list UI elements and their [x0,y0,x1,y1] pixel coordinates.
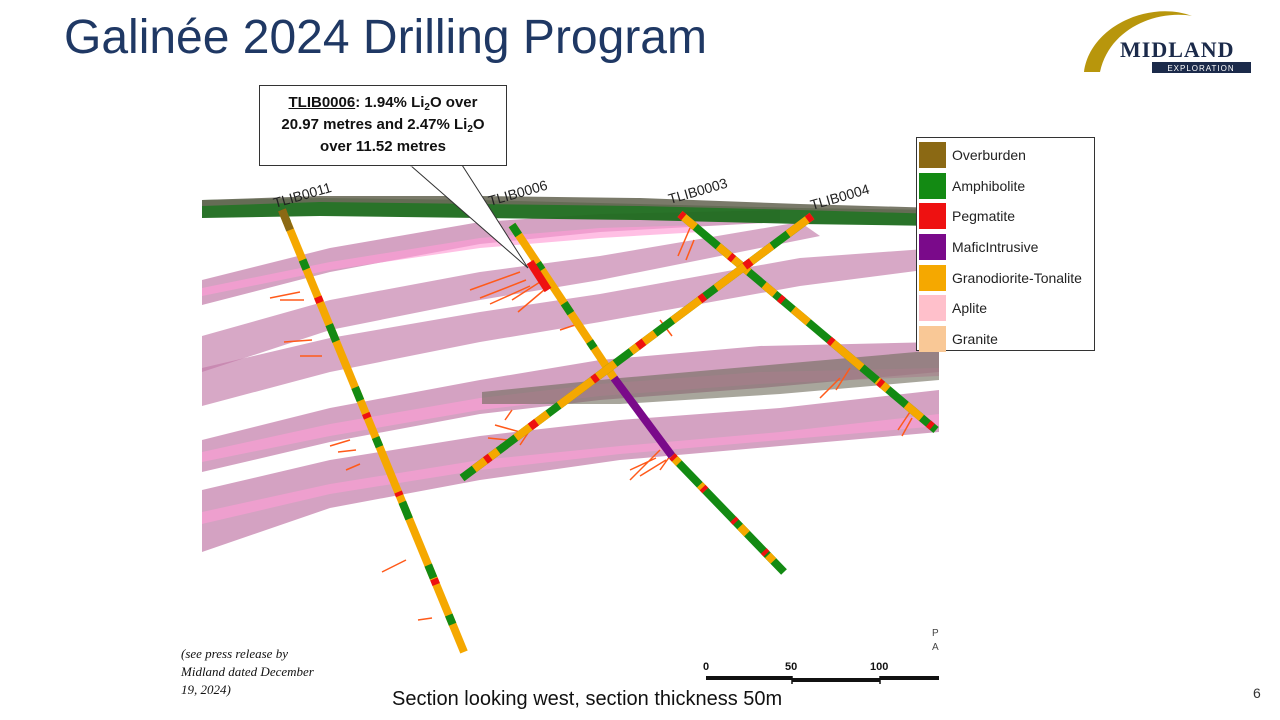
scale-label: 50 [785,661,798,673]
logo-subtitle-bar [1152,62,1251,73]
legend-swatch [919,172,946,199]
scale-bar [706,676,939,684]
callout-subscript: 2 [467,124,473,135]
callout-text: O [472,116,485,133]
callout-text: O over [429,94,478,111]
scale-label: 0 [703,661,710,673]
legend-item: Pegmatite [917,201,1094,232]
drillhole-tlib0003 [677,210,939,434]
assay-spike [629,367,913,481]
dyke-sheet [202,390,939,552]
callout-subscript: 2 [424,102,430,113]
callout-text: 20.97 metres and 2.47% Li [281,116,468,133]
dyke-sheet [482,350,939,404]
dyke-sheet [202,248,939,406]
drillhole-tlib0011 [278,208,468,654]
legend-swatch [919,325,946,352]
legend-swatch [919,234,946,261]
assay-spike [269,291,433,621]
legend-item: Aplite [917,293,1094,324]
press-release-note: (see press release by Midland dated Dece… [181,646,314,697]
logo-subtitle: EXPLORATION [1167,64,1234,73]
callout-text: over 11.52 metres [320,138,446,155]
scale-label: 100 [870,661,889,673]
legend-label: MaficIntrusive [952,239,1039,256]
dyke-sheets [202,210,939,552]
section-caption: Section looking west, section thickness … [392,688,783,710]
legend-item: MaficIntrusive [917,232,1094,263]
page-number: 6 [1253,685,1261,701]
callout-text: : 1.94% Li [355,94,425,111]
legend-item: Amphibolite [917,171,1094,202]
legend-label: Overburden [952,147,1026,164]
midland-logo: MIDLAND EXPLORATION [1084,11,1251,73]
callout-hole: TLIB0006 [288,94,356,111]
legend-swatch [919,203,946,230]
legend-item: Granite [917,324,1094,355]
edge-fragment: A [932,642,939,653]
legend-label: Amphibolite [952,177,1026,194]
dyke-sheet [202,225,700,296]
assay-spikes [269,227,913,621]
lithology-legend: Overburden Amphibolite Pegmatite MaficIntru… [916,137,1095,352]
overburden-surface [202,198,939,226]
slide-title: Galinée 2024 Drilling Program [64,11,707,64]
legend-label: Granodiorite-Tonalite [952,269,1082,286]
logo-arc-icon [1084,11,1192,72]
legend-label: Aplite [952,300,988,317]
legend-item: Overburden [917,140,1094,171]
legend-item: Granodiorite-Tonalite [917,262,1094,293]
dyke-sheet [202,414,939,524]
drillhole-tlib0004 [459,212,815,482]
legend-label: Granite [952,330,998,347]
legend-swatch [919,264,946,291]
legend-swatch [919,142,946,169]
logo-text: MIDLAND [1120,37,1235,62]
assay-callout: TLIB0006: 1.94% Li2O over 20.97 metres a… [259,85,507,166]
legend-swatch [919,295,946,322]
overburden-surface-top [202,196,939,214]
legend-label: Pegmatite [952,208,1016,225]
dyke-sheet [202,222,820,372]
assay-spike [469,271,576,331]
drillhole-tlib0006 [508,222,787,575]
edge-fragment: P [932,628,939,639]
